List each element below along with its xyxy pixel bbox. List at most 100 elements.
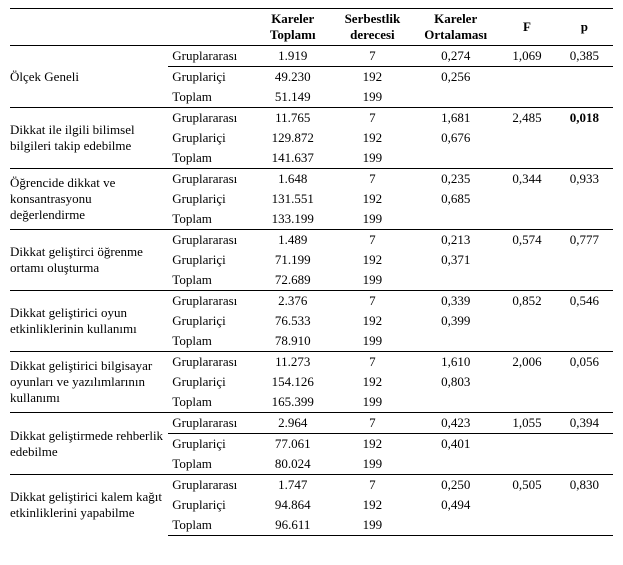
- p-value: [556, 372, 613, 392]
- ss-value: 131.551: [254, 189, 332, 209]
- ss-value: 129.872: [254, 128, 332, 148]
- f-value: 0,852: [498, 291, 555, 312]
- table-row: Dikkat geliştirmede rehberlik edebilmeGr…: [10, 413, 613, 434]
- p-value: [556, 128, 613, 148]
- factor-label: Dikkat ile ilgili bilimsel bilgileri tak…: [10, 108, 168, 169]
- ss-value: 165.399: [254, 392, 332, 413]
- f-value: [498, 515, 555, 536]
- group-label: Toplam: [168, 87, 253, 108]
- header-f: F: [498, 9, 555, 46]
- ss-value: 133.199: [254, 209, 332, 230]
- ss-value: 11.765: [254, 108, 332, 129]
- df-value: 7: [332, 291, 413, 312]
- df-value: 7: [332, 46, 413, 67]
- df-value: 192: [332, 434, 413, 455]
- df-value: 192: [332, 67, 413, 88]
- f-value: [498, 250, 555, 270]
- f-value: [498, 372, 555, 392]
- f-value: [498, 331, 555, 352]
- p-value: 0,056: [556, 352, 613, 373]
- p-value: [556, 495, 613, 515]
- ss-value: 76.533: [254, 311, 332, 331]
- header-ms: Kareler Ortalaması: [413, 9, 498, 46]
- df-value: 199: [332, 331, 413, 352]
- ms-value: 0,423: [413, 413, 498, 434]
- ms-value: [413, 515, 498, 536]
- p-value: [556, 434, 613, 455]
- table-header-row: Kareler Toplamı Serbestlik derecesi Kare…: [10, 9, 613, 46]
- header-df-line2: derecesi: [350, 27, 395, 42]
- f-value: [498, 495, 555, 515]
- p-value: [556, 250, 613, 270]
- df-value: 199: [332, 392, 413, 413]
- p-value: 0,546: [556, 291, 613, 312]
- ss-value: 78.910: [254, 331, 332, 352]
- f-value: 0,344: [498, 169, 555, 190]
- f-value: [498, 128, 555, 148]
- group-label: Gruplararası: [168, 230, 253, 251]
- ss-value: 1.919: [254, 46, 332, 67]
- ms-value: [413, 209, 498, 230]
- p-value: 0,385: [556, 46, 613, 67]
- p-value: 0,777: [556, 230, 613, 251]
- ss-value: 94.864: [254, 495, 332, 515]
- f-value: 0,574: [498, 230, 555, 251]
- group-label: Gruplararası: [168, 475, 253, 496]
- df-value: 199: [332, 454, 413, 475]
- group-label: Toplam: [168, 392, 253, 413]
- ms-value: 0,494: [413, 495, 498, 515]
- factor-label: Dikkat geliştirmede rehberlik edebilme: [10, 413, 168, 475]
- table-row: Öğrencide dikkat ve konsantrasyonu değer…: [10, 169, 613, 190]
- ms-value: 0,371: [413, 250, 498, 270]
- group-label: Gruplararası: [168, 46, 253, 67]
- f-value: 0,505: [498, 475, 555, 496]
- table-row: Ölçek GeneliGruplararası1.91970,2741,069…: [10, 46, 613, 67]
- ms-value: 0,676: [413, 128, 498, 148]
- f-value: [498, 67, 555, 88]
- ms-value: [413, 270, 498, 291]
- df-value: 7: [332, 413, 413, 434]
- p-value: [556, 331, 613, 352]
- df-value: 199: [332, 87, 413, 108]
- ss-value: 96.611: [254, 515, 332, 536]
- group-label: Gruplariçi: [168, 311, 253, 331]
- df-value: 192: [332, 311, 413, 331]
- group-label: Gruplararası: [168, 352, 253, 373]
- ms-value: 0,803: [413, 372, 498, 392]
- p-value: [556, 87, 613, 108]
- df-value: 199: [332, 209, 413, 230]
- f-value: [498, 270, 555, 291]
- table-body: Ölçek GeneliGruplararası1.91970,2741,069…: [10, 46, 613, 536]
- ms-value: [413, 454, 498, 475]
- group-label: Toplam: [168, 270, 253, 291]
- p-value: [556, 148, 613, 169]
- ms-value: [413, 87, 498, 108]
- df-value: 199: [332, 148, 413, 169]
- p-value: [556, 515, 613, 536]
- df-value: 199: [332, 515, 413, 536]
- p-value: [556, 67, 613, 88]
- f-value: 2,485: [498, 108, 555, 129]
- table-row: Dikkat ile ilgili bilimsel bilgileri tak…: [10, 108, 613, 129]
- p-value: 0,933: [556, 169, 613, 190]
- f-value: 2,006: [498, 352, 555, 373]
- factor-label: Ölçek Geneli: [10, 46, 168, 108]
- header-ms-line1: Kareler: [434, 11, 477, 26]
- factor-label: Dikkat geliştirici bilgisayar oyunları v…: [10, 352, 168, 413]
- f-value: 1,055: [498, 413, 555, 434]
- ms-value: [413, 331, 498, 352]
- df-value: 192: [332, 250, 413, 270]
- anova-table: Kareler Toplamı Serbestlik derecesi Kare…: [10, 8, 613, 536]
- ms-value: 0,399: [413, 311, 498, 331]
- factor-label: Dikkat geliştirici oyun etkinliklerinin …: [10, 291, 168, 352]
- f-value: [498, 454, 555, 475]
- df-value: 7: [332, 230, 413, 251]
- group-label: Toplam: [168, 148, 253, 169]
- p-value: [556, 189, 613, 209]
- ss-value: 2.964: [254, 413, 332, 434]
- group-label: Gruplararası: [168, 291, 253, 312]
- header-ms-line2: Ortalaması: [424, 27, 487, 42]
- df-value: 199: [332, 270, 413, 291]
- ms-value: 0,274: [413, 46, 498, 67]
- df-value: 7: [332, 475, 413, 496]
